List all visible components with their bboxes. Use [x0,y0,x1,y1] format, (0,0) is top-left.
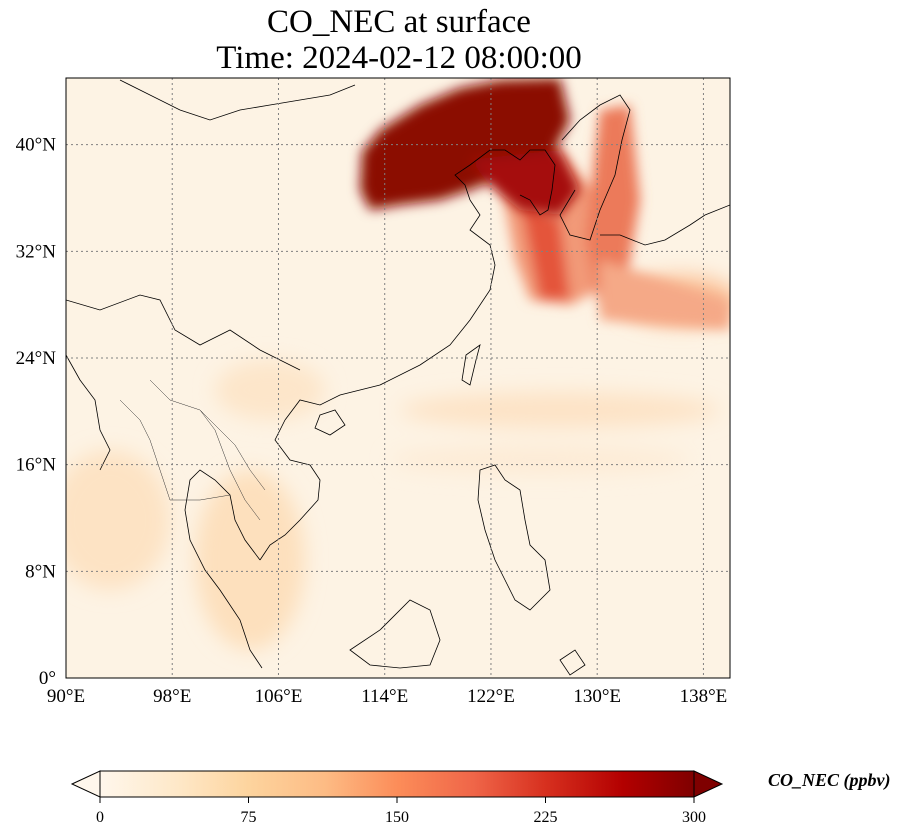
map-subtitle-time: Time: 2024-02-12 08:00:00 [216,40,582,76]
lon-tick-label: 90°E [47,686,85,707]
lat-tick-label: 0° [39,668,56,689]
lat-tick-label: 16°N [16,455,57,476]
colorbar-tick-label: 150 [385,809,409,826]
colorbar-gradient [99,770,695,798]
colorbar-tick-label: 225 [534,809,558,826]
lat-tick-labels: 0° 8°N 16°N 24°N 32°N 40°N [16,135,57,689]
lat-tick-label: 40°N [16,135,57,156]
map-frame [65,77,731,679]
lon-tick-label: 106°E [255,686,303,707]
lon-tick-label: 130°E [573,686,621,707]
lon-tick-label: 98°E [153,686,191,707]
lat-tick-label: 24°N [16,348,57,369]
colorbar-max-extend-arrow [693,770,724,798]
country-borders [119,379,266,521]
lon-tick-label: 122°E [467,686,515,707]
colorbar: 0 75 150 225 300 [70,770,724,826]
concentration-field [66,78,730,678]
lon-tick-labels: 90°E 98°E 106°E 114°E 122°E 130°E 138°E [47,686,727,707]
lat-tick-label: 8°N [25,561,56,582]
map-title: CO_NEC at surface [267,4,531,40]
lat-tick-label: 32°N [16,241,57,262]
colorbar-tick-labels: 0 75 150 225 300 [96,797,706,826]
gridlines [66,78,730,678]
lon-tick-label: 114°E [361,686,408,707]
colorbar-label: CO_NEC (ppbv) [768,770,891,790]
coastlines [66,79,730,676]
colorbar-tick-label: 75 [241,809,257,826]
colorbar-tick-label: 0 [96,809,104,826]
plume-core [360,78,580,215]
colorbar-min-extend-arrow [70,770,101,798]
colorbar-tick-label: 300 [682,809,706,826]
lon-tick-label: 138°E [680,686,728,707]
